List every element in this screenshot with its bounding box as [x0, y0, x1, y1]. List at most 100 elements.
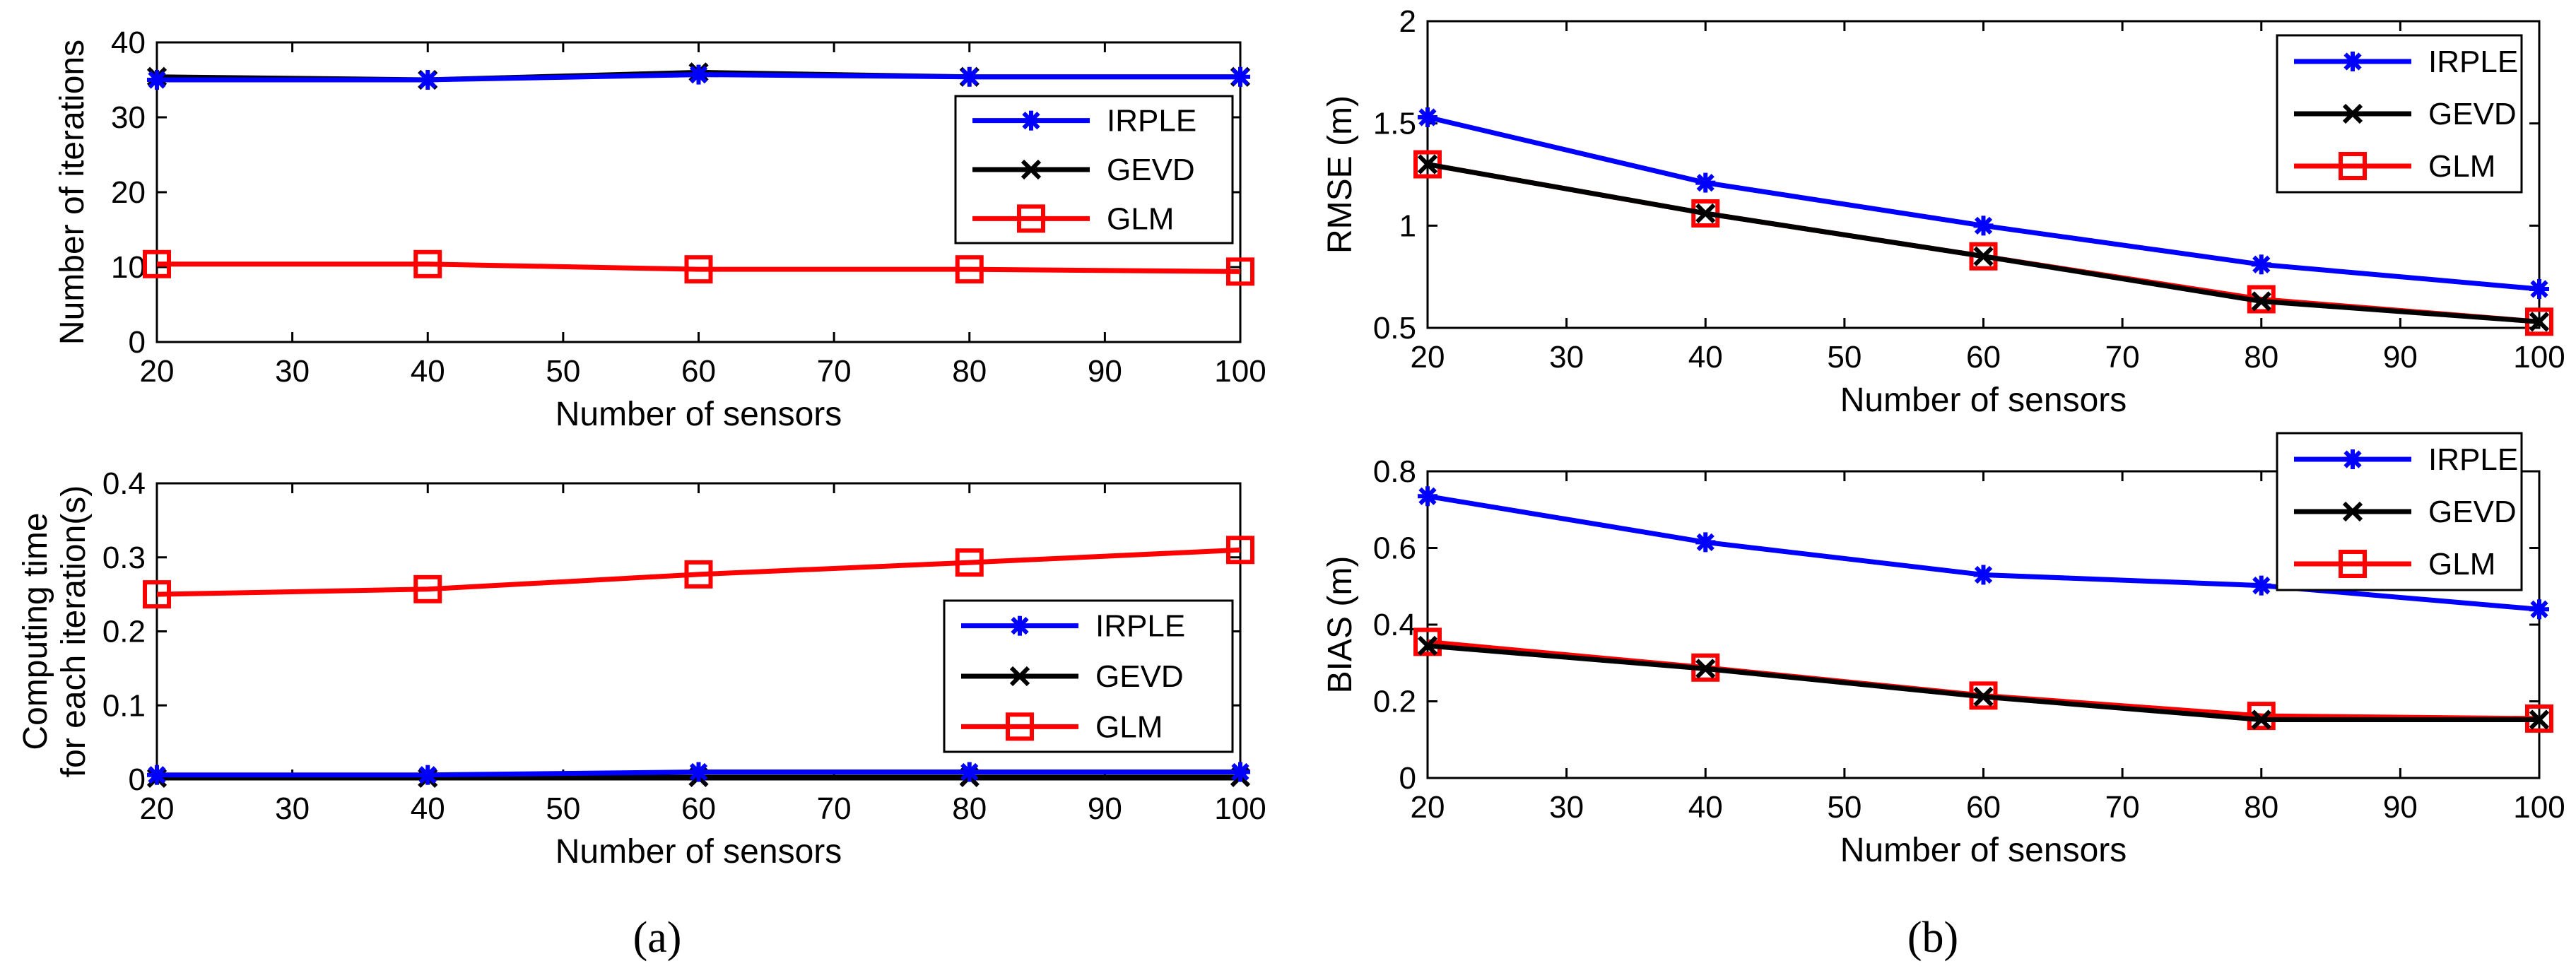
data-point-glm — [143, 580, 171, 609]
y-tick-label: 0.5 — [1373, 311, 1416, 346]
data-point-irple — [959, 762, 980, 782]
legend-marker — [1010, 615, 1030, 636]
x-tick-label: 90 — [1088, 791, 1122, 826]
x-tick-label: 100 — [1214, 791, 1266, 826]
x-tick-label: 60 — [1966, 790, 2001, 825]
data-point-irple — [1418, 107, 1437, 127]
legend: IRPLE GEVD GLM — [954, 95, 1234, 244]
x-tick-label: 50 — [1827, 790, 1862, 825]
data-point-irple — [147, 765, 167, 785]
y-tick-label: 0.4 — [1373, 608, 1416, 642]
data-point-irple — [2251, 575, 2271, 596]
data-point-glm — [684, 560, 713, 589]
data-point-irple — [147, 70, 167, 90]
x-tick-label: 20 — [140, 791, 175, 826]
data-point-glm — [1226, 257, 1254, 286]
data-point-gevd — [1973, 246, 1994, 266]
data-point-gevd — [1695, 203, 1716, 224]
y-tick-label: 0.4 — [102, 466, 146, 501]
legend-entry-gevd: GEVD — [972, 153, 1195, 187]
data-point-irple — [2529, 599, 2549, 620]
y-tick-label: 0 — [129, 325, 146, 360]
x-tick-label: 40 — [1688, 340, 1723, 375]
legend-label: GLM — [2428, 149, 2495, 184]
x-tick-label: 50 — [546, 791, 580, 826]
y-tick-label: 2 — [1399, 4, 1416, 39]
x-tick-label: 100 — [2513, 790, 2565, 825]
data-point-irple — [688, 64, 709, 85]
y-axis-label: RMSE (m) — [1322, 95, 1359, 254]
data-point-irple — [1230, 762, 1250, 782]
x-tick-label: 50 — [1827, 340, 1862, 375]
series-irple — [1418, 486, 2549, 620]
data-point-glm — [1413, 627, 1442, 656]
y-tick-label: 40 — [111, 25, 146, 60]
legend-label: GEVD — [2428, 97, 2517, 131]
data-point-irple — [959, 66, 980, 87]
x-tick-label: 30 — [1549, 790, 1584, 825]
data-point-glm — [413, 249, 442, 278]
series-irple — [147, 64, 1250, 90]
legend: IRPLE GEVD GLM — [2276, 34, 2523, 194]
data-point-irple — [418, 765, 438, 785]
data-point-irple — [1695, 172, 1716, 193]
data-point-glm — [413, 574, 442, 603]
data-point-gevd — [1417, 154, 1438, 175]
chart-iterations: 20 30 40 50 60 70 80 90 100 0 10 20 30 40 Number of se… — [54, 25, 1266, 433]
legend-label: GEVD — [1107, 153, 1195, 187]
legend-entry-irple: IRPLE — [972, 104, 1196, 138]
legend-label: IRPLE — [2428, 442, 2518, 477]
data-point-glm — [2247, 702, 2276, 731]
legend-label: IRPLE — [1095, 609, 1185, 644]
x-tick-label: 60 — [1966, 340, 2001, 375]
chart-computing_time: 20 30 40 50 60 70 80 90 100 0 0.1 0.2 0.3 0.4 Number o… — [17, 466, 1266, 871]
y-tick-label: 0.2 — [102, 615, 146, 649]
x-tick-label: 30 — [275, 354, 310, 389]
x-tick-label: 70 — [817, 791, 852, 826]
legend-label: GEVD — [1095, 659, 1184, 694]
x-axis-label: Number of sensors — [1840, 382, 2127, 419]
x-tick-label: 60 — [681, 791, 716, 826]
data-point-irple — [1418, 486, 1437, 507]
y-tick-label: 1 — [1399, 208, 1416, 243]
legend-label: IRPLE — [1107, 104, 1196, 138]
x-tick-label: 60 — [681, 354, 716, 389]
y-axis-label: Number of iterations — [54, 40, 91, 345]
x-tick-label: 20 — [1411, 340, 1445, 375]
legend-label: GEVD — [2428, 495, 2517, 529]
data-point-irple — [1230, 66, 1250, 87]
x-tick-label: 80 — [952, 791, 987, 826]
legend-marker — [1021, 110, 1041, 131]
x-tick-label: 40 — [1688, 790, 1723, 825]
legend-marker — [1017, 204, 1045, 233]
legend-entry-gevd: GEVD — [2294, 495, 2517, 529]
x-tick-label: 80 — [2244, 790, 2278, 825]
data-point-glm — [955, 548, 984, 577]
x-tick-label: 40 — [411, 354, 445, 389]
series-irple — [147, 762, 1250, 785]
x-tick-label: 30 — [1549, 340, 1584, 375]
x-tick-label: 100 — [1214, 354, 1266, 389]
legend-marker — [2339, 152, 2367, 180]
legend-marker — [2342, 103, 2363, 124]
y-tick-label: 0.2 — [1373, 685, 1416, 719]
legend-marker — [2339, 550, 2367, 578]
data-point-gevd — [2251, 709, 2271, 730]
legend-label: IRPLE — [2428, 45, 2518, 79]
chart-bias: 20 30 40 50 60 70 80 90 100 0 0.2 0.4 0.6 0.8 Number o… — [1322, 432, 2565, 869]
chart-rmse: 20 30 40 50 60 70 80 90 100 0.5 1 1.5 2 Number of sen… — [1322, 4, 2565, 419]
y-tick-label: 0.6 — [1373, 531, 1416, 566]
legend-marker — [1009, 666, 1030, 687]
y-axis-label: BIAS (m) — [1322, 556, 1359, 694]
legend-entry-glm: GLM — [2294, 547, 2495, 582]
x-tick-label: 80 — [2244, 340, 2278, 375]
legend-marker — [2342, 501, 2363, 522]
y-tick-label: 0 — [129, 762, 146, 797]
x-tick-label: 80 — [952, 354, 987, 389]
data-point-gevd — [1695, 659, 1716, 679]
x-tick-label: 40 — [411, 791, 445, 826]
x-tick-label: 90 — [1088, 354, 1122, 389]
x-tick-label: 70 — [2105, 340, 2140, 375]
